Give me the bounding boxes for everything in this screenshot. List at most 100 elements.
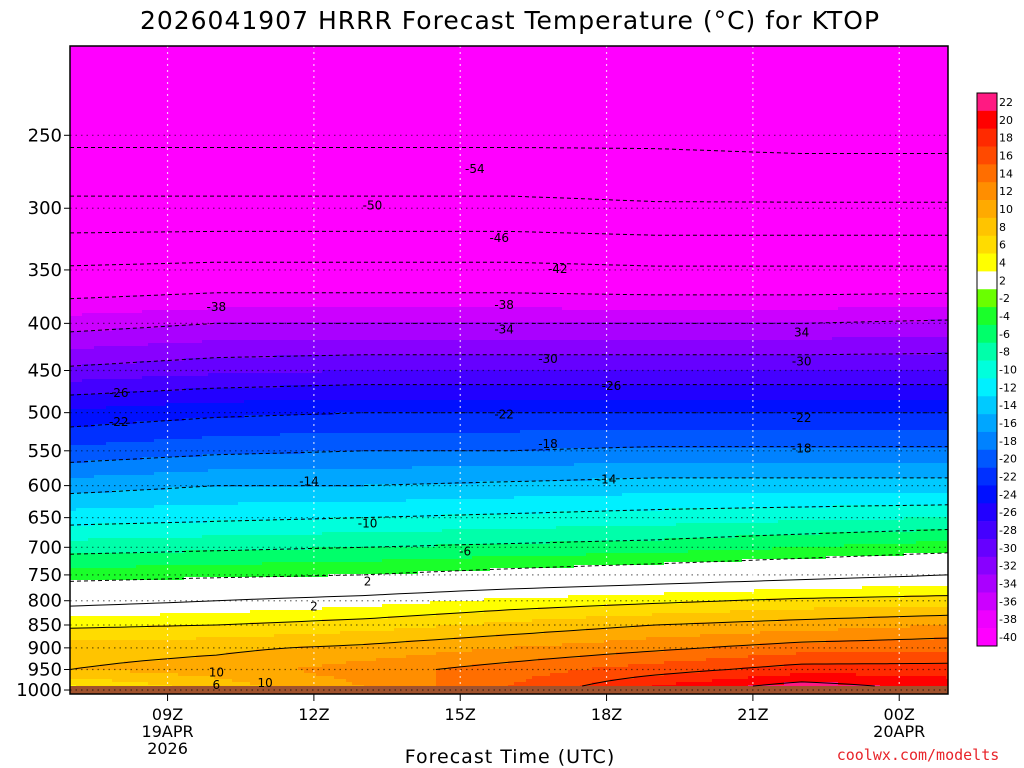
field-cell [622,322,629,341]
field-cell [280,385,287,401]
field-cell [154,343,161,362]
field-cell [922,595,929,608]
field-cell [172,295,179,311]
field-cell [550,607,557,620]
field-cell [790,400,797,413]
field-cell [598,541,605,554]
field-cell [316,547,323,563]
field-cell [886,400,893,413]
field-cell [130,523,137,539]
field-cell [826,463,833,479]
field-cell [670,448,677,464]
field-cell [898,640,905,653]
field-cell [724,613,731,623]
field-cell [478,664,485,694]
field-cell [694,370,701,386]
field-cell [628,565,635,596]
field-cell [718,295,725,311]
field-cell [232,292,239,308]
field-cell [412,547,419,560]
field-cell [256,46,263,293]
field-cell [70,394,77,410]
field-cell [556,46,563,296]
field-cell [502,466,509,482]
field-cell [682,385,689,401]
field-cell [256,322,263,341]
field-cell [436,532,443,545]
field-cell [670,400,677,413]
field-cell [94,424,101,446]
field-cell [268,388,275,401]
field-cell [328,46,335,293]
field-cell [322,469,329,488]
field-cell [508,370,515,386]
field-cell [916,400,923,413]
field-cell [226,307,233,323]
field-cell [934,664,941,677]
field-cell [112,538,119,554]
field-cell [466,322,473,341]
field-cell [124,580,131,617]
field-cell [118,523,125,539]
field-cell [766,589,773,599]
field-cell [208,637,215,656]
colorbar-swatch [977,182,997,201]
field-cell [202,550,209,566]
field-cell [652,676,659,686]
field-cell [502,433,509,452]
field-cell [322,46,329,293]
field-cell [226,535,233,551]
field-cell [766,523,773,536]
field-cell [154,538,161,554]
field-cell [628,412,635,431]
field-cell [574,430,581,449]
field-cell [112,475,119,491]
field-cell [292,469,299,488]
field-cell [838,370,845,386]
contour-line--10 [70,504,948,526]
field-cell [82,331,89,350]
field-cell [688,322,695,341]
field-cell [220,520,227,536]
field-cell [634,664,641,677]
field-cell [652,412,659,431]
field-cell [604,340,611,356]
field-cell [424,640,431,656]
field-cell [322,607,329,620]
field-cell [838,463,845,479]
field-cell [910,370,917,386]
field-cell [532,661,539,677]
field-cell [202,676,209,692]
field-cell [334,355,341,371]
field-cell [820,322,827,341]
field-cell [112,424,119,443]
field-cell [232,340,239,359]
contour-label: -50 [363,199,383,213]
field-cell [184,613,191,626]
field-cell [598,565,605,596]
field-cell [94,670,101,680]
field-cell [484,451,491,467]
field-cell [286,550,293,563]
field-cell [754,610,761,623]
field-cell [370,484,377,503]
field-cell [472,322,479,341]
field-cell [628,370,635,386]
field-cell [940,337,947,353]
field-cell [724,310,731,323]
field-cell [646,322,653,341]
field-cell [730,538,737,551]
field-cell [646,541,653,554]
field-cell [580,556,587,566]
field-cell [562,385,569,401]
field-cell [430,451,437,467]
field-cell [262,292,269,308]
field-cell [898,616,905,629]
field-cell [82,667,89,671]
field-cell [100,580,107,617]
field-cell [82,379,89,395]
field-cell [724,493,731,509]
field-cell [340,400,347,413]
field-cell [388,307,395,323]
field-cell [922,295,929,308]
